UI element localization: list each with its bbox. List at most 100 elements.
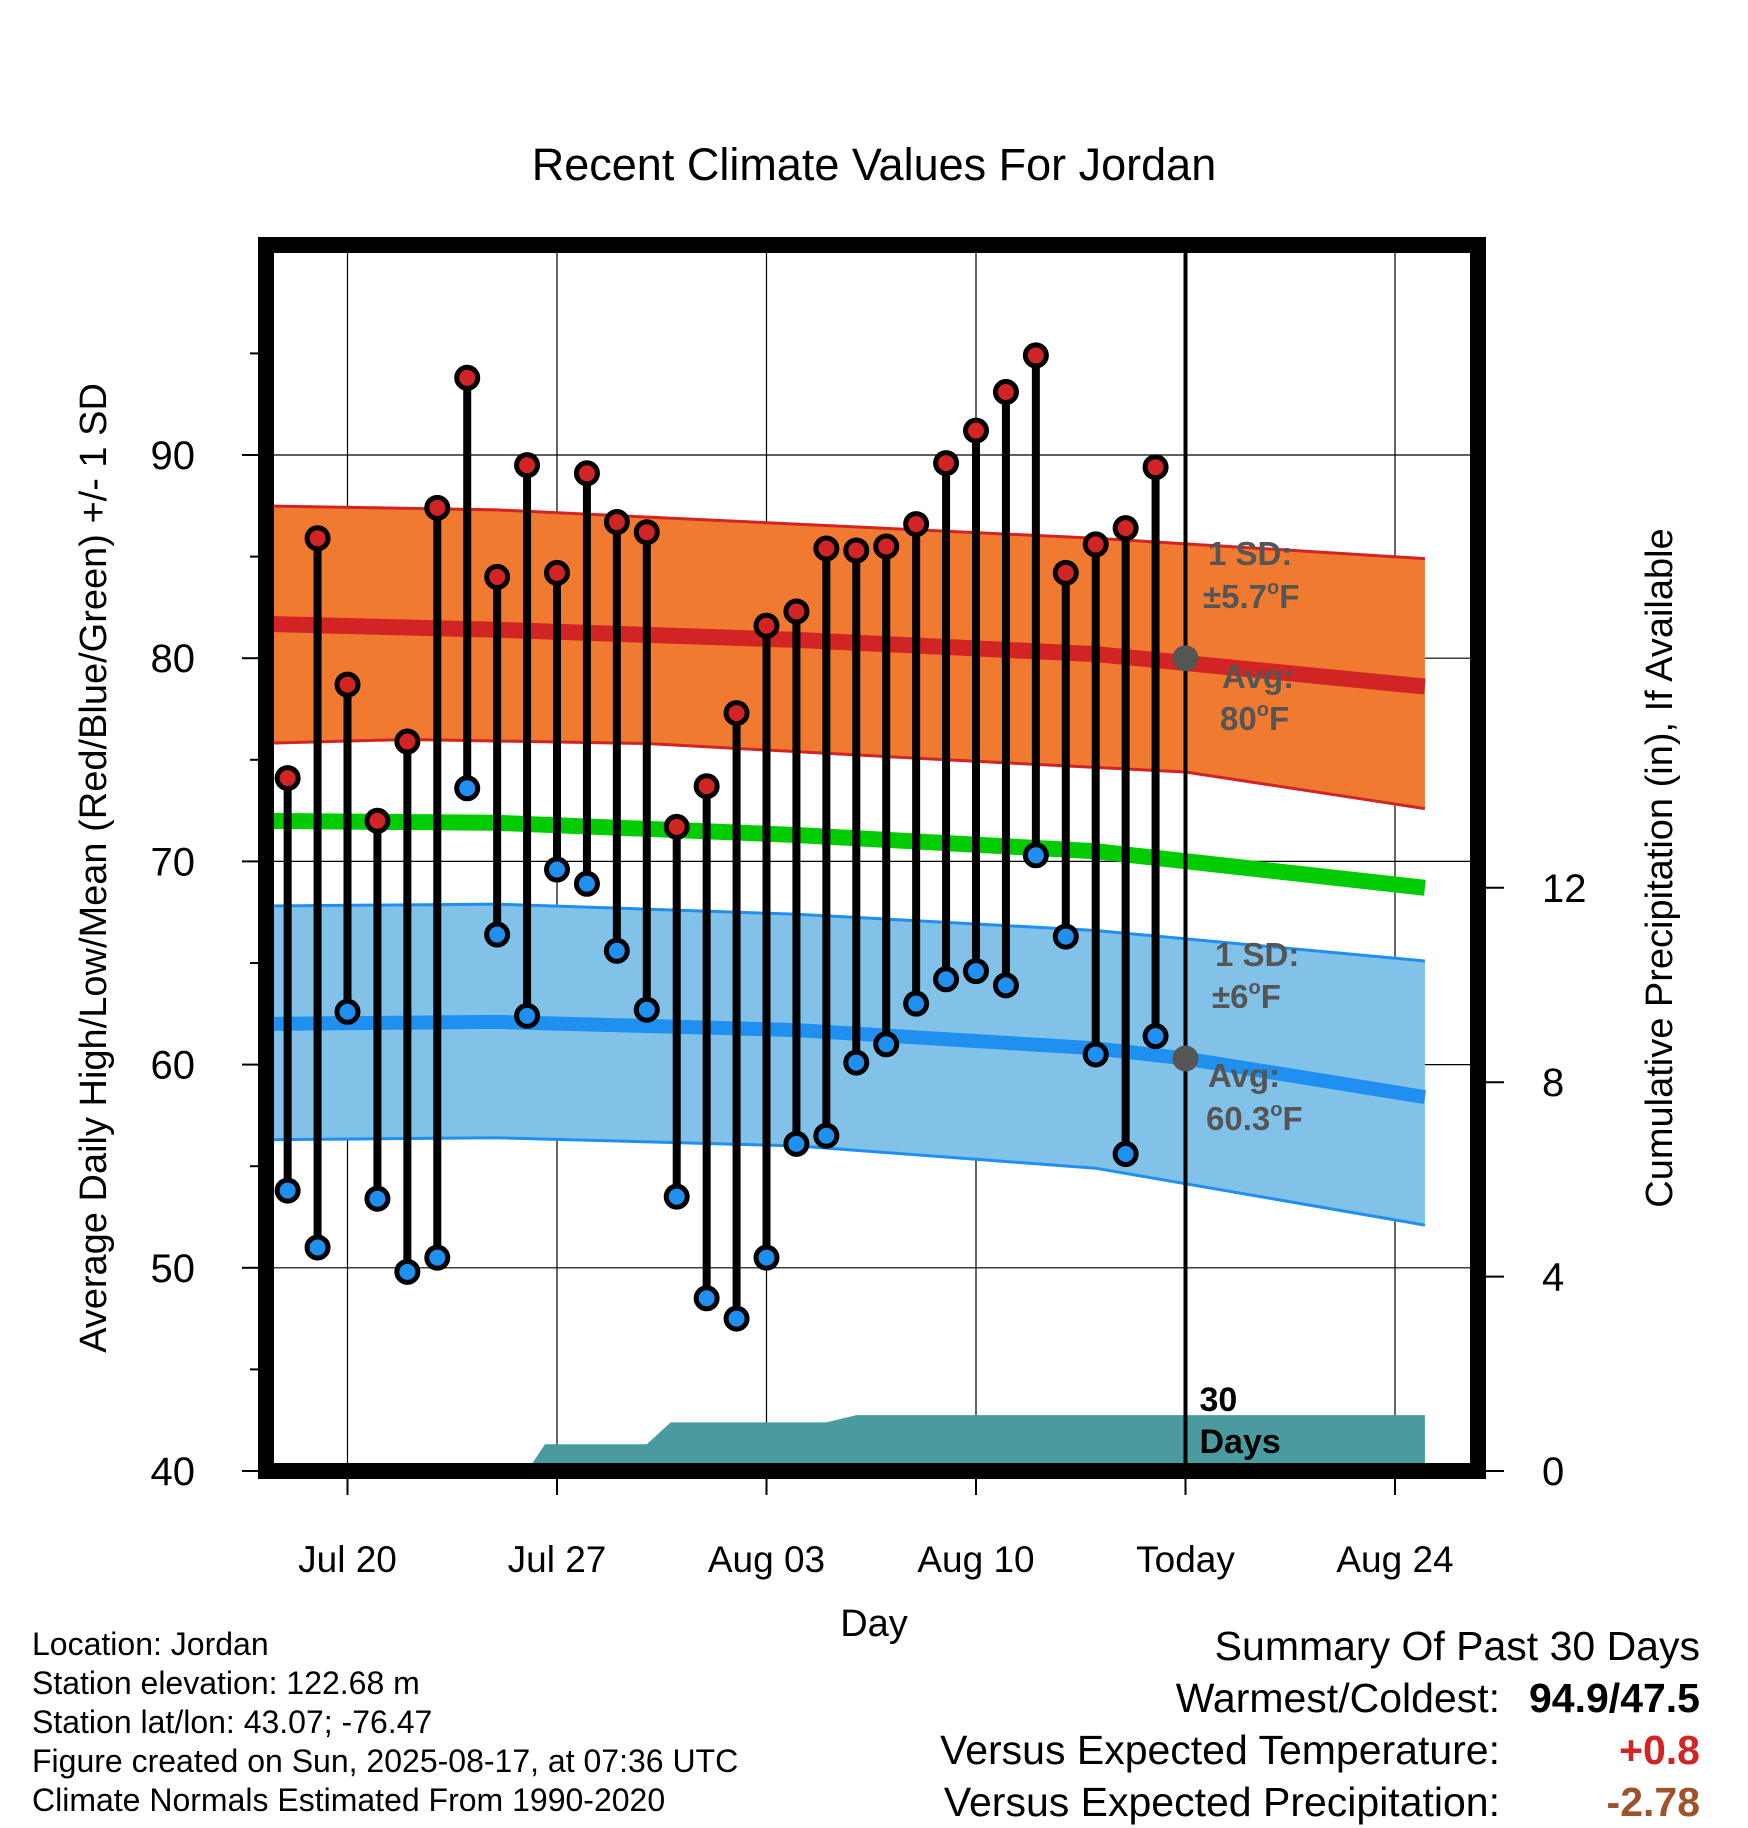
daily-high-point — [603, 509, 630, 536]
daily-low-point — [753, 1244, 780, 1271]
normal-mean-line — [266, 812, 1426, 896]
station-info: Location: Jordan Station elevation: 122.… — [32, 1625, 738, 1820]
plot-clip-group: 1 SD: ±5.7oF Avg: 80oF 1 SD: ±6oF Avg: 60.3oF 30… — [266, 245, 1478, 1471]
daily-low-point — [723, 1305, 750, 1332]
high-sd-annotation-label: 1 SD: — [1208, 535, 1292, 572]
daily-low-point — [633, 996, 660, 1023]
daily-low-point — [544, 856, 570, 883]
daily-high-point — [963, 417, 989, 444]
daily-high-point — [753, 612, 780, 639]
high-avg-annotation-label: Avg: — [1222, 658, 1294, 695]
daily-low-point — [304, 1234, 331, 1261]
x-tick-label: Jul 27 — [508, 1539, 607, 1580]
daily-low-point — [573, 870, 600, 897]
daily-high-point — [544, 559, 570, 586]
precip-label: Versus Expected Precipitation: — [943, 1779, 1500, 1825]
daily-high-point — [933, 450, 960, 477]
precip-area — [266, 1415, 1425, 1471]
daily-high-point — [394, 728, 421, 755]
x-tick-label: Aug 24 — [1336, 1539, 1453, 1580]
warm-cold-row: Warmest/Coldest: 94.9/47.5 — [940, 1672, 1700, 1724]
daily-high-point — [813, 535, 840, 562]
daily-high-point — [1082, 531, 1109, 558]
latlon-text: Station lat/lon: 43.07; -76.47 — [32, 1704, 433, 1740]
high-avg-annotation-value: 80oF — [1220, 699, 1289, 737]
axes: 40 50 60 70 80 90 0 4 8 12 Jul 20 Jul 27 Aug 03 Aug 1… — [151, 237, 1587, 1580]
low-avg-annotation-value: 60.3oF — [1206, 1099, 1303, 1137]
normal-low-line — [266, 1014, 1427, 1105]
temp-value: +0.8 — [1619, 1727, 1700, 1773]
daily-low-point — [1112, 1141, 1139, 1168]
daily-low-point — [663, 1183, 690, 1210]
daily-high-point — [633, 519, 660, 546]
daily-low-point — [992, 972, 1019, 999]
x-tick-label: Aug 10 — [917, 1539, 1034, 1580]
elevation-text: Station elevation: 122.68 m — [32, 1665, 420, 1701]
daily-high-point — [454, 364, 481, 391]
y-tick-label: 80 — [151, 637, 196, 681]
daily-low-point — [1082, 1041, 1109, 1068]
low-avg-marker — [1172, 1045, 1199, 1072]
daily-high-point — [663, 813, 690, 840]
daily-low-point — [484, 921, 511, 948]
low-avg-annotation-label: Avg: — [1208, 1057, 1280, 1094]
y-axis-label-left: Average Daily High/Low/Mean (Red/Blue/Gr… — [73, 383, 115, 1353]
x-axis-label: Day — [840, 1603, 908, 1645]
low-sd-annotation-value: ±6oF — [1212, 977, 1281, 1015]
x-tick-label: Aug 03 — [708, 1539, 825, 1580]
temp-row: Versus Expected Temperature: +0.8 — [940, 1724, 1700, 1776]
daily-high-point — [992, 379, 1019, 406]
y-right-tick-label: 8 — [1542, 1061, 1564, 1105]
y-tick-label: 50 — [151, 1247, 196, 1291]
low-sd-annotation-label: 1 SD: — [1215, 936, 1299, 973]
created-text: Figure created on Sun, 2025-08-17, at 07… — [32, 1743, 739, 1779]
y-tick-label: 90 — [151, 434, 196, 478]
daily-low-point — [1022, 842, 1049, 869]
daily-low-point — [903, 990, 930, 1017]
warm-cold-label: Warmest/Coldest: — [1175, 1675, 1500, 1721]
daily-low-point — [693, 1285, 720, 1312]
daily-high-point — [364, 807, 391, 834]
daily-low-point — [783, 1130, 810, 1157]
daily-low-point — [963, 958, 989, 985]
daily-low-point — [424, 1244, 451, 1271]
daily-high-point — [1052, 559, 1079, 586]
y-right-tick-label: 4 — [1542, 1256, 1564, 1300]
location-text: Location: Jordan — [32, 1626, 269, 1662]
y-right-tick-label: 0 — [1542, 1450, 1564, 1494]
daily-high-point — [274, 765, 301, 792]
daily-high-point — [1022, 342, 1049, 369]
daily-high-point — [1112, 515, 1139, 542]
daily-low-point — [813, 1122, 840, 1149]
daily-high-point — [843, 537, 870, 564]
daily-high-point — [484, 563, 511, 590]
daily-high-point — [903, 511, 930, 538]
daily-high-point — [1142, 454, 1169, 481]
daily-low-point — [514, 1002, 541, 1029]
summary-panel: Summary Of Past 30 Days Warmest/Coldest:… — [940, 1620, 1700, 1828]
daily-high-point — [573, 460, 600, 487]
x-tick-label: Today — [1136, 1539, 1235, 1580]
daily-high-point — [334, 671, 361, 698]
today-window-label-line1: 30 — [1200, 1381, 1238, 1419]
temp-label: Versus Expected Temperature: — [940, 1727, 1500, 1773]
precip-value: -2.78 — [1606, 1779, 1700, 1825]
daily-low-point — [1142, 1023, 1169, 1050]
daily-low-point — [603, 937, 630, 964]
y-tick-label: 60 — [151, 1044, 196, 1088]
daily-low-point — [933, 966, 960, 993]
high-sd-upper-line — [266, 504, 1425, 561]
daily-low-point — [334, 998, 361, 1025]
y-axis-label-right: Cumulative Precipitation (in), If Availa… — [1639, 528, 1681, 1207]
daily-high-point — [783, 598, 810, 625]
precip-row: Versus Expected Precipitation: -2.78 — [940, 1776, 1700, 1828]
high-sd-annotation-value: ±5.7oF — [1203, 577, 1299, 615]
chart-title: Recent Climate Values For Jordan — [532, 139, 1216, 190]
y-tick-label: 70 — [151, 840, 196, 884]
daily-low-point — [394, 1258, 421, 1285]
high-avg-marker — [1172, 645, 1199, 672]
warm-cold-value: 94.9/47.5 — [1529, 1675, 1700, 1721]
daily-high-point — [304, 525, 331, 552]
daily-low-point — [843, 1049, 870, 1076]
